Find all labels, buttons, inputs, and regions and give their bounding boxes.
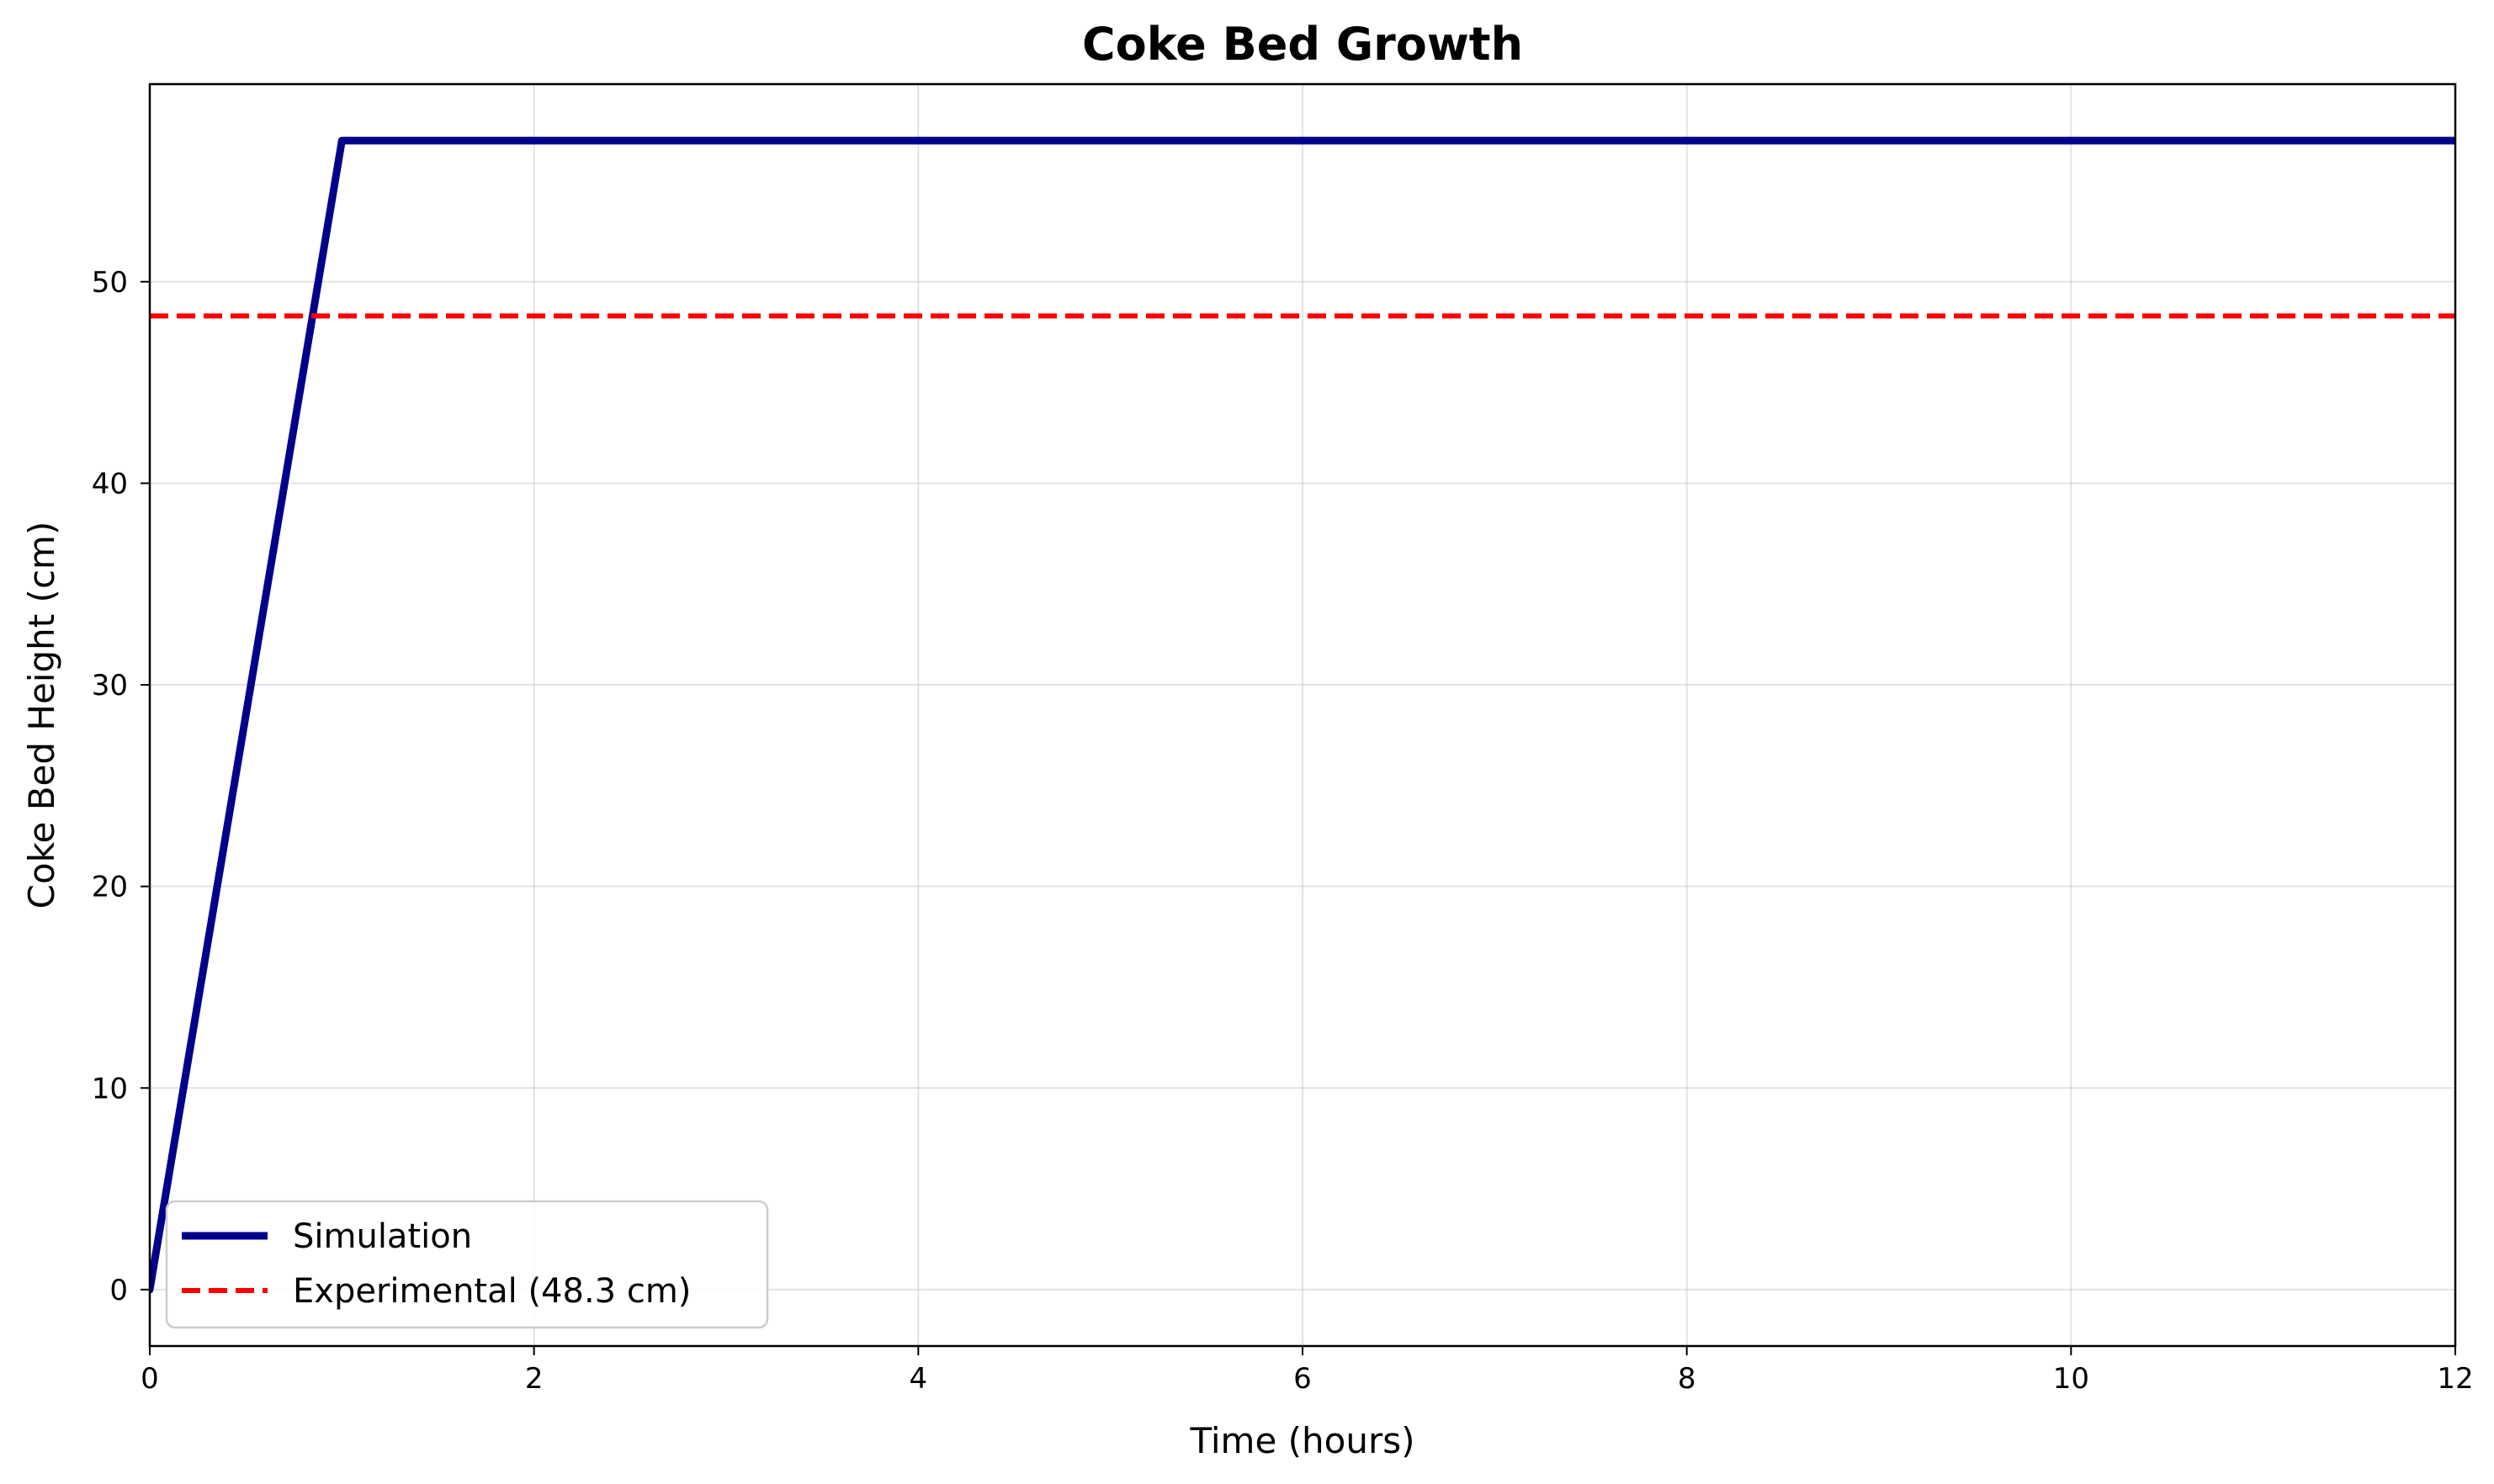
y-tick-label: 20: [92, 871, 128, 904]
y-tick-label: 50: [92, 266, 128, 299]
y-tick-label: 0: [109, 1274, 128, 1307]
y-tick-label: 40: [92, 467, 128, 501]
y-axis-label: Coke Bed Height (cm): [21, 522, 62, 909]
legend-box: [165, 1200, 769, 1329]
series-layer: [150, 136, 2455, 1294]
y-tick-label: 30: [92, 669, 128, 702]
x-tick-label: 8: [1678, 1362, 1696, 1396]
x-tick-label: 12: [2437, 1362, 2473, 1396]
y-tick-label: 10: [92, 1072, 128, 1105]
x-tick-label: 2: [525, 1362, 544, 1396]
x-tick-label: 0: [141, 1362, 159, 1396]
legend-label-experimental: Experimental (48.3 cm): [293, 1272, 691, 1311]
x-axis-label: Time (hours): [1190, 1420, 1415, 1461]
simulation-line: [150, 136, 2455, 1294]
ticks: 0 2 4 6 8 10 12 0 10 20 30 40 50: [92, 266, 2474, 1396]
x-tick-label: 10: [2053, 1362, 2089, 1396]
chart-title: Coke Bed Growth: [1082, 18, 1523, 71]
legend: Simulation Experimental (48.3 cm): [165, 1200, 769, 1329]
x-tick-label: 4: [910, 1362, 928, 1396]
legend-label-simulation: Simulation: [293, 1217, 472, 1256]
x-tick-label: 6: [1293, 1362, 1312, 1396]
